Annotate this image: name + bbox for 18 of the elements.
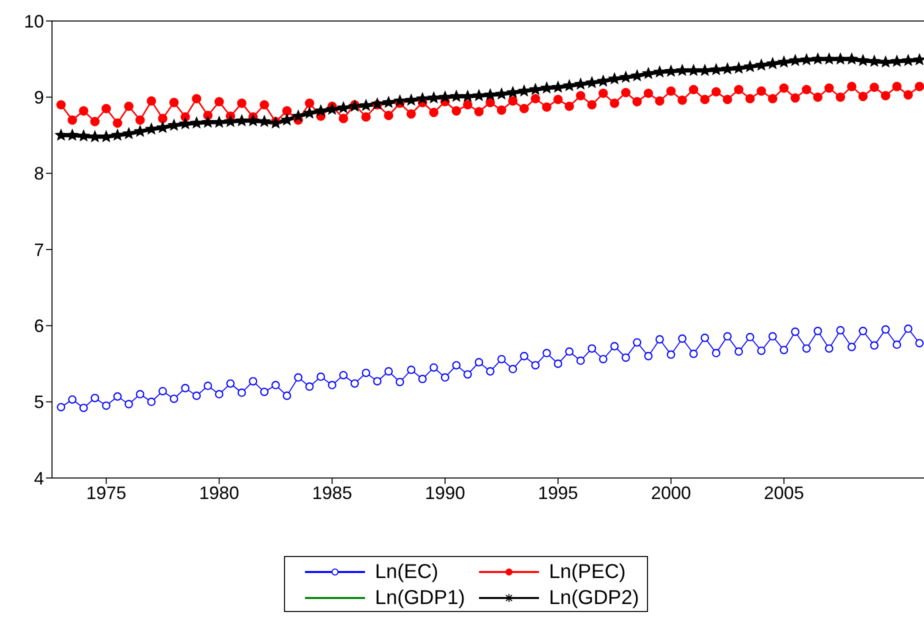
x-tick-label: 1975 — [86, 482, 126, 503]
legend-label: Ln(PEC) — [549, 560, 626, 585]
y-tick-label: 8 — [34, 164, 44, 184]
y-tick-label: 7 — [34, 240, 44, 260]
legend-label: Ln(EC) — [374, 560, 438, 585]
x-tick-label: 2005 — [764, 482, 804, 503]
y-tick-label: 10 — [24, 11, 44, 32]
legend-label: Ln(GDP2) — [549, 586, 640, 611]
y-tick-label: 9 — [34, 88, 44, 108]
y-tick-label: 5 — [34, 392, 44, 412]
x-tick-label: 1980 — [199, 482, 240, 503]
x-tick-label: 1985 — [312, 482, 352, 503]
y-tick-label: 4 — [34, 468, 44, 488]
legend-label: Ln(GDP1) — [374, 586, 465, 611]
x-tick-label: 1995 — [538, 482, 578, 503]
y-tick-label: 6 — [34, 316, 44, 336]
x-tick-label: 1990 — [425, 482, 466, 503]
x-tick-label: 2000 — [650, 482, 692, 503]
